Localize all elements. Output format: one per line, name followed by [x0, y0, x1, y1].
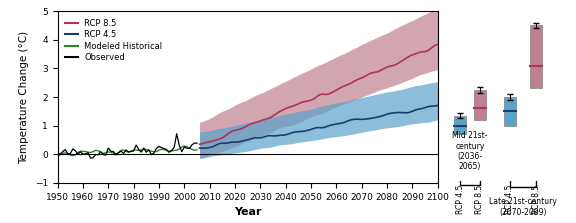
Bar — [504, 97, 516, 126]
Bar — [530, 25, 542, 89]
X-axis label: Year: Year — [234, 207, 262, 217]
Text: Late 21st-century
(2070-2099): Late 21st-century (2070-2099) — [489, 197, 557, 217]
Text: RCP 4.5: RCP 4.5 — [456, 184, 465, 214]
Text: RCP 8.5: RCP 8.5 — [532, 184, 541, 214]
Text: Mid 21st-
century
(2036-
2065): Mid 21st- century (2036- 2065) — [452, 131, 488, 171]
Bar — [454, 116, 466, 134]
Bar — [474, 90, 486, 120]
Text: RCP 4.5: RCP 4.5 — [505, 184, 514, 214]
Y-axis label: Temperature Change (°C): Temperature Change (°C) — [19, 31, 29, 163]
Text: RCP 8.5: RCP 8.5 — [475, 184, 484, 214]
Legend: RCP 8.5, RCP 4.5, Modeled Historical, Observed: RCP 8.5, RCP 4.5, Modeled Historical, Ob… — [62, 15, 166, 66]
